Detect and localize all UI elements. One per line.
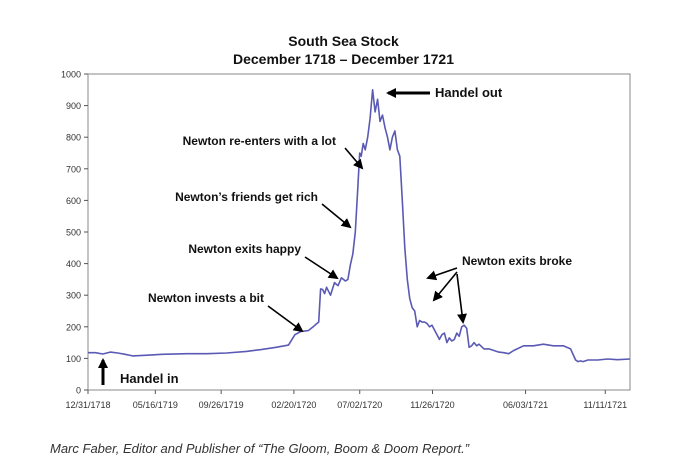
x-tick-label: 12/31/1718 — [65, 400, 110, 410]
y-tick-label: 1000 — [61, 70, 81, 80]
y-tick-label: 500 — [66, 228, 81, 238]
x-tick-label: 07/02/1720 — [337, 400, 382, 410]
annotation-label: Handel in — [120, 371, 179, 386]
y-tick-label: 100 — [66, 354, 81, 364]
y-tick-label: 700 — [66, 164, 81, 174]
annotation-arrow — [267, 305, 304, 333]
annotation-arrow — [456, 273, 467, 324]
x-tick-label: 02/20/1720 — [271, 400, 316, 410]
series-line — [88, 89, 631, 363]
annotation-arrow — [304, 256, 339, 280]
y-tick-label: 900 — [66, 101, 81, 111]
y-tick-label: 800 — [66, 133, 81, 143]
annotation-label: Newton’s friends get rich — [175, 190, 318, 204]
x-tick-label: 11/11/1721 — [583, 400, 627, 410]
annotation-arrow — [426, 267, 458, 281]
plot-frame — [87, 73, 631, 391]
y-tick-label: 300 — [66, 291, 81, 301]
annotation-arrow — [344, 147, 364, 170]
y-tick-label: 600 — [66, 196, 81, 206]
x-tick-label: 05/16/1719 — [133, 400, 178, 410]
y-tick-label: 400 — [66, 259, 81, 269]
x-tick-label: 06/03/1721 — [503, 400, 548, 410]
annotation-label: Handel out — [435, 85, 503, 100]
annotation-label: Newton invests a bit — [148, 291, 264, 305]
chart-title: South Sea Stock — [288, 33, 399, 49]
x-tick-label: 09/26/1719 — [199, 400, 244, 410]
annotation-label: Newton exits broke — [462, 254, 572, 268]
chart-subtitle: December 1718 – December 1721 — [232, 51, 455, 67]
annotation-arrow — [432, 271, 458, 302]
annotation-arrow — [321, 203, 352, 229]
y-tick-label: 200 — [66, 322, 81, 332]
annotation-label: Newton exits happy — [188, 242, 301, 256]
x-tick-label: 11/26/1720 — [410, 400, 454, 410]
y-tick-label: 0 — [76, 386, 81, 396]
source-note: Marc Faber, Editor and Publisher of “The… — [50, 441, 470, 456]
annotation-label: Newton re-enters with a lot — [183, 134, 336, 148]
